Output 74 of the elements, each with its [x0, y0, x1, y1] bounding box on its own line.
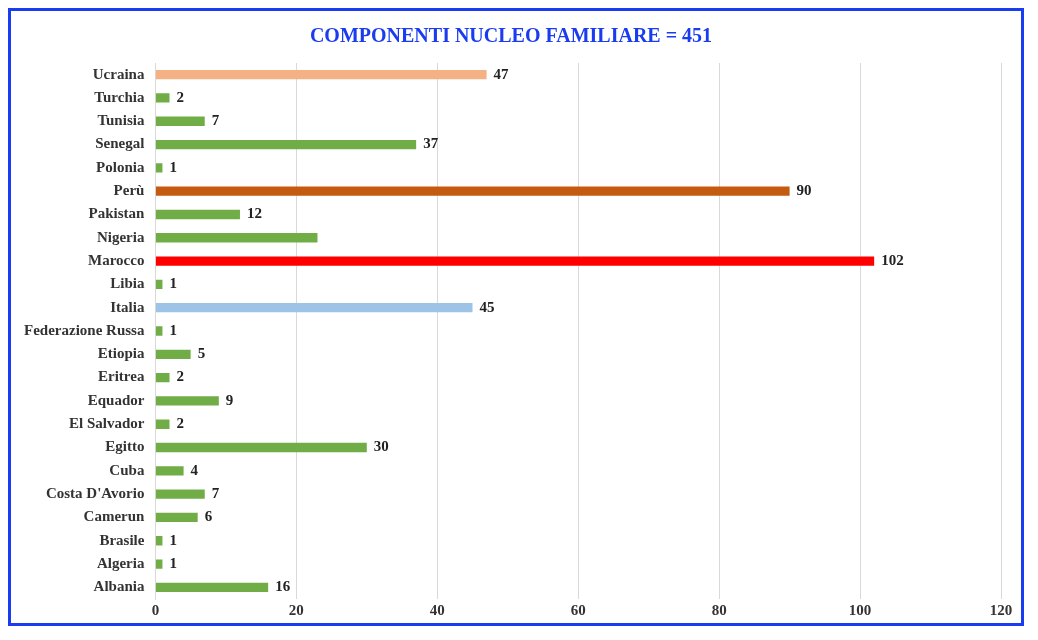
bar [155, 256, 875, 266]
data-label: 30 [373, 438, 389, 455]
y-tick-label: Etiopia [97, 345, 145, 362]
y-tick-label: Ucraina [92, 65, 145, 82]
data-label: 6 [204, 508, 213, 525]
data-label: 1 [169, 275, 177, 292]
y-tick-label: Polonia [96, 158, 145, 175]
data-label: 1 [169, 158, 177, 175]
bar [155, 303, 473, 313]
data-label: 7 [211, 112, 220, 129]
bar [155, 419, 170, 429]
data-label: 2 [176, 415, 184, 432]
y-tick-label: Senegal [95, 135, 145, 152]
data-label: 47 [493, 65, 510, 82]
data-label: 102 [881, 251, 904, 268]
y-tick-label: Tunisia [97, 112, 145, 129]
y-tick-label: Nigeria [96, 228, 145, 245]
bar [155, 559, 163, 569]
chart-title: COMPONENTI NUCLEO FAMILIARE = 451 [309, 24, 713, 47]
bar [155, 209, 240, 220]
bar [155, 69, 487, 80]
y-tick-label: Eritrea [98, 368, 145, 385]
data-label: 16 [275, 578, 291, 595]
bar [155, 186, 790, 196]
bar [155, 93, 170, 103]
x-tick-label: 40 [429, 601, 445, 618]
data-label: 1 [169, 321, 177, 338]
data-label: 4 [190, 461, 199, 478]
data-label: 2 [176, 368, 184, 385]
data-label: 45 [479, 298, 495, 315]
x-tick-label: 0 [151, 601, 160, 618]
bar [155, 466, 184, 476]
x-tick-label: 120 [989, 601, 1013, 618]
data-label: 90 [796, 182, 812, 199]
bar [155, 233, 318, 243]
bar [155, 582, 269, 593]
bar [155, 512, 198, 523]
bar [155, 163, 163, 173]
y-tick-label: Camerun [83, 508, 146, 525]
y-tick-label: Turchia [94, 88, 145, 105]
bar [155, 326, 163, 336]
y-tick-label: Egitto [105, 438, 145, 455]
bar [155, 489, 205, 499]
data-label: 12 [246, 205, 262, 222]
data-label: 1 [169, 531, 177, 548]
bar [155, 349, 191, 359]
bar [155, 442, 367, 453]
y-tick-label: Perù [113, 182, 145, 199]
x-tick-label: 20 [288, 601, 304, 618]
y-tick-label: Pakistan [88, 205, 146, 222]
data-label: 7 [211, 485, 220, 502]
y-tick-label: Costa D'Avorio [45, 485, 145, 502]
bar [155, 139, 417, 150]
x-tick-label: 60 [570, 601, 586, 618]
data-label: 5 [197, 345, 206, 362]
data-label: 1 [169, 554, 177, 571]
y-tick-label: Albania [93, 578, 145, 595]
y-tick-label: Marocco [88, 251, 145, 268]
y-tick-label: Algeria [96, 554, 145, 571]
y-tick-label: Federazione Russa [24, 321, 145, 338]
bar [155, 116, 205, 126]
data-label: 9 [225, 391, 234, 408]
y-tick-label: Italia [110, 298, 145, 315]
bar [155, 396, 219, 406]
y-tick-label: Libia [110, 275, 145, 292]
x-tick-label: 80 [711, 601, 727, 618]
data-label: 2 [176, 88, 184, 105]
x-tick-label: 100 [848, 601, 872, 618]
bar [155, 372, 170, 383]
y-tick-label: Brasile [99, 531, 145, 548]
y-tick-label: Cuba [109, 461, 145, 478]
data-label: 37 [423, 135, 439, 152]
y-tick-label: Equador [87, 391, 145, 408]
y-tick-label: El Salvador [68, 415, 145, 432]
